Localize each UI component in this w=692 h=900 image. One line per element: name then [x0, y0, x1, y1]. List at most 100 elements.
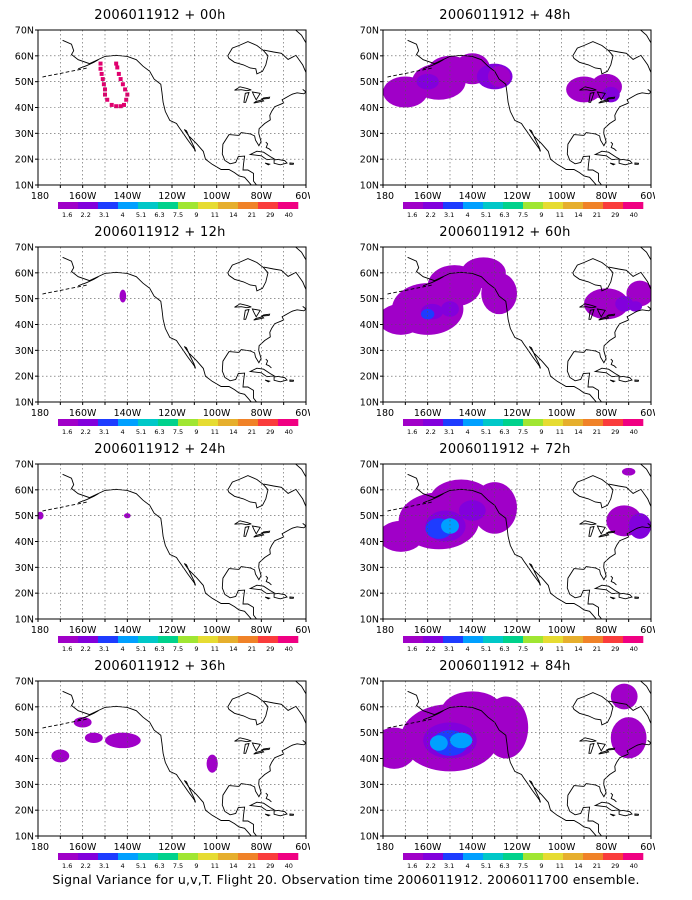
- colorbar-label: 1.6: [407, 428, 417, 436]
- colorbar-label: 4: [466, 211, 470, 219]
- lat-label: 50N: [360, 728, 379, 739]
- lon-label: 60W: [640, 625, 655, 636]
- observation-point: [99, 71, 104, 76]
- colorbar-label: 29: [611, 645, 619, 653]
- lon-label: 140W: [459, 625, 487, 636]
- colorbar-swatch: [483, 853, 504, 860]
- colorbar-label: 40: [630, 645, 638, 653]
- colorbar-swatch: [423, 853, 444, 860]
- colorbar-swatch: [98, 853, 119, 860]
- lat-label: 60N: [360, 485, 379, 496]
- colorbar-swatch: [98, 202, 119, 209]
- lon-label: 160W: [69, 408, 97, 419]
- lon-label: 120W: [503, 625, 531, 636]
- colorbar-swatch: [623, 202, 644, 209]
- coastline: [42, 30, 306, 185]
- colorbar-swatch: [603, 853, 624, 860]
- colorbar-label: 4: [121, 211, 125, 219]
- variance-region: [429, 735, 448, 751]
- lat-label: 30N: [360, 346, 379, 357]
- colorbar-label: 5.1: [136, 428, 146, 436]
- colorbar-label: 11: [211, 428, 219, 436]
- colorbar-swatch: [583, 202, 604, 209]
- coastline: [387, 681, 651, 836]
- colorbar-label: 40: [630, 211, 638, 219]
- colorbar-label: 9: [539, 645, 543, 653]
- observation-point: [103, 87, 107, 92]
- lon-label: 140W: [459, 191, 487, 202]
- lon-label: 80W: [251, 191, 273, 202]
- coastline: [42, 247, 306, 402]
- colorbar-swatch: [423, 202, 444, 209]
- observation-point: [109, 102, 114, 107]
- colorbar-swatch: [158, 202, 179, 209]
- gridlines: [38, 30, 306, 185]
- colorbar-label: 5.1: [481, 862, 491, 870]
- colorbar-swatch: [178, 853, 199, 860]
- colorbar: 1.6 2.2 3.1 4 5.1 6.3 7.5 9 11 14 21 29 40: [403, 419, 644, 436]
- colorbar-swatch: [403, 202, 424, 209]
- lat-label: 10N: [360, 398, 379, 409]
- colorbar-swatch: [543, 419, 564, 426]
- variance-region: [628, 513, 651, 539]
- colorbar-label: 9: [539, 862, 543, 870]
- variance-shading: [383, 53, 622, 108]
- colorbar-label: 14: [574, 862, 582, 870]
- colorbar-label: 5.1: [481, 645, 491, 653]
- colorbar-label: 29: [266, 211, 274, 219]
- colorbar-swatch: [218, 853, 239, 860]
- lat-label: 70N: [360, 243, 379, 254]
- colorbar-swatch: [563, 636, 584, 643]
- colorbar-swatch: [238, 419, 259, 426]
- lat-label: 50N: [15, 294, 34, 305]
- lat-label: 20N: [360, 589, 379, 600]
- colorbar-swatch: [423, 636, 444, 643]
- colorbar-label: 5.1: [481, 428, 491, 436]
- colorbar-swatch: [198, 853, 219, 860]
- colorbar-swatch: [603, 419, 624, 426]
- colorbar-label: 14: [229, 862, 237, 870]
- variance-region: [450, 732, 473, 749]
- colorbar-swatch: [118, 419, 139, 426]
- colorbar-swatch: [198, 419, 219, 426]
- colorbar-label: 21: [248, 862, 256, 870]
- colorbar-label: 2.2: [81, 645, 91, 653]
- panel-title: 2006011912 + 60h: [439, 225, 571, 240]
- colorbar-label: 9: [539, 211, 543, 219]
- variance-region: [383, 303, 424, 335]
- lat-label: 20N: [360, 155, 379, 166]
- colorbar-label: 4: [466, 645, 470, 653]
- colorbar-label: 14: [229, 211, 237, 219]
- colorbar-label: 29: [611, 211, 619, 219]
- gridlines: [383, 464, 651, 619]
- lon-label: 140W: [459, 408, 487, 419]
- colorbar-label: 11: [556, 428, 564, 436]
- colorbar-label: 40: [630, 428, 638, 436]
- lon-label: 180: [376, 625, 394, 636]
- lon-label: 140W: [459, 842, 487, 853]
- lon-label: 80W: [596, 191, 618, 202]
- colorbar-swatch: [238, 853, 259, 860]
- colorbar-label: 1.6: [62, 645, 72, 653]
- colorbar-swatch: [503, 202, 524, 209]
- variance-region: [38, 511, 44, 520]
- lat-label: 70N: [15, 460, 34, 471]
- colorbar-label: 2.2: [426, 428, 436, 436]
- lon-label: 180: [31, 408, 49, 419]
- lat-label: 70N: [15, 243, 34, 254]
- lon-label: 120W: [503, 408, 531, 419]
- colorbar-swatch: [118, 202, 139, 209]
- observation-point: [105, 97, 110, 102]
- colorbar-label: 14: [574, 428, 582, 436]
- lon-label: 120W: [503, 842, 531, 853]
- lat-label: 20N: [360, 372, 379, 383]
- colorbar-label: 21: [593, 645, 601, 653]
- lat-label: 30N: [15, 563, 34, 574]
- colorbar-swatch: [258, 202, 279, 209]
- observation-point: [124, 97, 129, 102]
- colorbar-swatch: [198, 202, 219, 209]
- panel-title: 2006011912 + 12h: [94, 225, 226, 240]
- lat-label: 30N: [360, 563, 379, 574]
- lon-label: 140W: [114, 842, 142, 853]
